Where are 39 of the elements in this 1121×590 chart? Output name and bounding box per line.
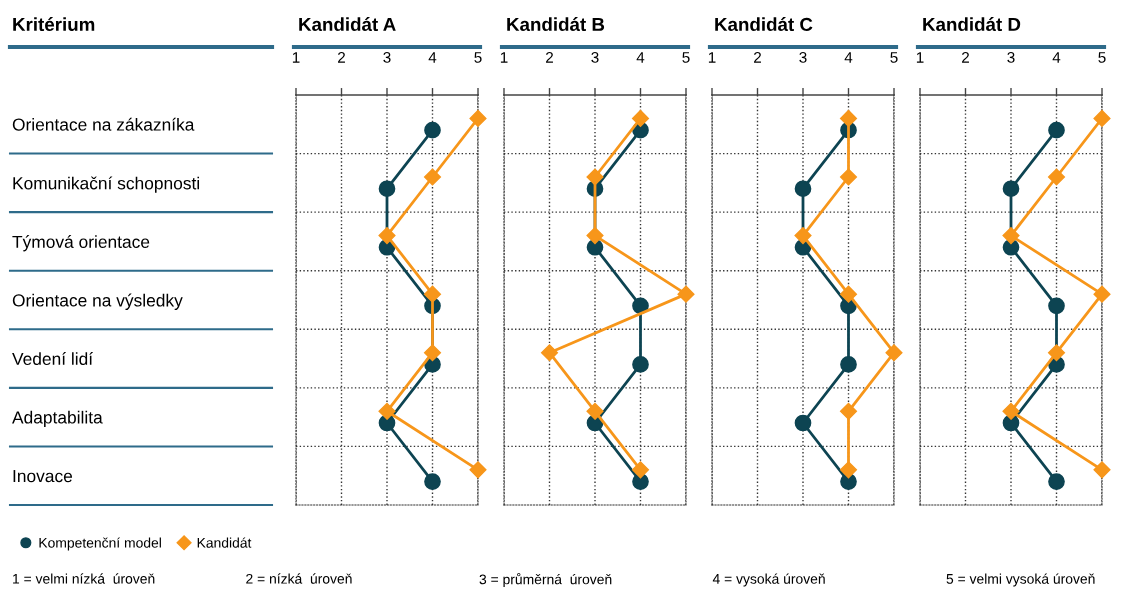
text: 1 = velmi nízká úroveň [13, 573, 155, 584]
x-tick-label: 3 [383, 52, 391, 63]
y-tick-label: Orientace na výsledky [12, 293, 183, 310]
x-tick-label: 4 [428, 52, 437, 63]
x-tick-label: 1 [292, 52, 300, 63]
x-tick-label: 4 [1052, 52, 1061, 63]
text: 3 = průměrná úroveň [479, 572, 612, 588]
chart-title: Kandidát C [715, 17, 813, 32]
x-tick-label: 2 [754, 52, 761, 63]
text: 4 = vysoká úroveň [712, 573, 825, 587]
x-tick-label: 1 [500, 52, 508, 63]
x-tick-label: 1 [916, 52, 924, 63]
legend-label: Kandidát [197, 537, 252, 548]
chart-title: Kandidát B [507, 17, 605, 32]
x-tick-label: 1 [708, 52, 716, 63]
x-tick-label: 2 [546, 52, 553, 63]
x-tick-label: 4 [636, 52, 645, 63]
chart-title: Kandidát A [299, 17, 396, 32]
x-tick-label: 4 [844, 52, 853, 63]
y-tick-label: Adaptabilita [12, 410, 103, 428]
x-tick-label: 2 [962, 52, 969, 63]
x-tick-label: 3 [799, 52, 807, 63]
x-tick-label: 5 [890, 52, 898, 63]
x-tick-label: 5 [682, 52, 690, 63]
y-tick-label: Týmová orientace [12, 235, 150, 252]
chart-title: Kandidát D [923, 17, 1021, 32]
x-tick-label: 2 [338, 52, 345, 63]
text: 2 = nízká úroveň [246, 573, 352, 584]
x-tick-label: 3 [591, 52, 599, 63]
y-tick-label: Vedení lidí [12, 352, 94, 366]
y-tick-label: Orientace na zákazníka [12, 117, 195, 131]
y-tick-label: Inovace [13, 470, 73, 483]
x-tick-label: 5 [474, 52, 482, 63]
text: 5 = velmi vysoká úroveň [946, 573, 1095, 587]
legend-label: Kompetenční model [39, 537, 161, 551]
x-tick-label: 3 [1007, 52, 1015, 63]
y-axis-title: Kritérium [13, 17, 95, 32]
y-tick-label: Komunikační schopnosti [13, 176, 200, 193]
x-tick-label: 5 [1098, 52, 1106, 63]
